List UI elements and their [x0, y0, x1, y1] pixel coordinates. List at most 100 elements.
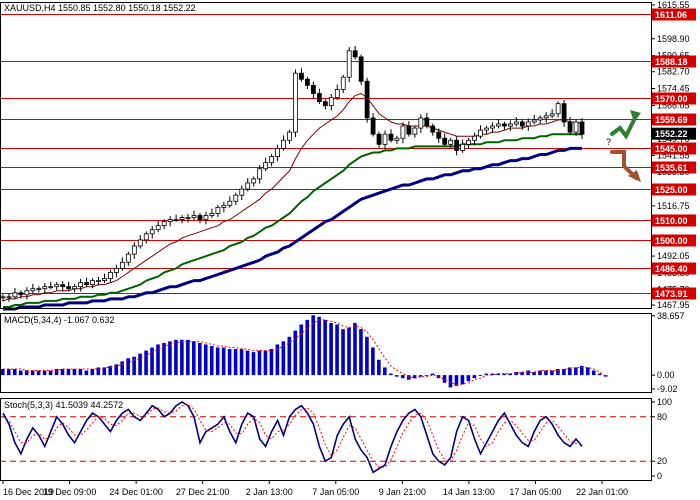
macd-bar: [287, 336, 292, 376]
candle-body: [352, 50, 358, 58]
y-tick-label: 1566.05: [657, 101, 690, 111]
candle-body: [197, 215, 203, 220]
candle-body: [281, 139, 286, 149]
candle-body: [30, 288, 36, 292]
macd-bar: [102, 367, 107, 376]
macd-bar: [532, 372, 536, 376]
macd-bar: [394, 375, 399, 377]
macd-bar: [84, 370, 89, 376]
candle-body: [466, 139, 471, 145]
candle-body: [209, 213, 215, 216]
bearish-arrow: [610, 150, 638, 180]
candle-body: [42, 286, 48, 290]
x-tick-label: 16 Dec 2019: [3, 487, 54, 497]
macd-bar: [311, 315, 315, 376]
moving-average-line: [2, 92, 583, 302]
x-tick-label: 24 Dec 01:00: [109, 487, 163, 497]
macd-bar: [209, 345, 214, 376]
y-tick-label: 1467.95: [657, 300, 690, 310]
stoch-y-axis: 100 80 20 0: [651, 397, 672, 481]
macd-bar: [544, 370, 548, 376]
macd-bar: [6, 368, 11, 376]
level-tag: [652, 183, 696, 196]
level-tag: [652, 234, 696, 247]
candle-body: [102, 278, 107, 281]
candle-body: [293, 72, 298, 133]
level-tag: [652, 161, 696, 174]
stoch-line: [2, 403, 582, 468]
macd-bar: [412, 375, 417, 379]
candle-body: [513, 121, 519, 125]
macd-bar: [490, 373, 495, 376]
price-series: [2, 92, 583, 311]
y-tick-label: 0.00: [657, 370, 675, 380]
macd-bar: [472, 375, 477, 379]
level-tag-label: 1559.69: [655, 115, 688, 125]
candle-body: [233, 194, 239, 202]
candle-body: [66, 286, 72, 290]
macd-bar: [1, 368, 5, 376]
macd-bar: [221, 347, 226, 376]
candle-body: [24, 290, 30, 296]
macd-bar: [371, 347, 375, 376]
candle-body: [119, 261, 125, 269]
y-tick-label: 100: [657, 397, 672, 407]
x-tick-label: 7 Jan 05:00: [312, 487, 359, 497]
level-tag: [652, 113, 696, 126]
candle-body: [263, 162, 269, 170]
candle-body: [245, 182, 251, 190]
macd-bar: [138, 353, 142, 376]
macd-bar: [388, 373, 393, 376]
candle-body: [418, 117, 424, 129]
macd-bar: [120, 361, 124, 376]
macd-bar: [603, 375, 608, 377]
candle-body: [442, 137, 448, 145]
macd-bar: [526, 370, 530, 376]
candle-body: [388, 133, 394, 141]
macd-bar: [460, 375, 465, 385]
macd-bar: [186, 339, 190, 376]
y-tick-label: 1598.90: [657, 34, 690, 44]
macd-bar: [317, 316, 321, 376]
macd-bar: [353, 322, 357, 376]
macd-bar: [562, 368, 566, 376]
y-tick-label: 1492.05: [657, 251, 690, 261]
panel-frames: [0, 2, 652, 481]
macd-bar: [591, 370, 596, 376]
candle-body: [567, 121, 573, 133]
candle-body: [299, 72, 304, 80]
y-tick-label: 1574.45: [657, 84, 690, 94]
candle-body: [370, 117, 376, 135]
candle-body: [543, 115, 549, 119]
candle-body: [36, 288, 42, 291]
macd-bar: [12, 368, 17, 376]
y-tick-label: 80: [657, 412, 667, 422]
candle-body: [579, 121, 585, 135]
macd-bar: [257, 350, 262, 376]
macd-signal: [3, 319, 607, 385]
macd-bar: [54, 368, 59, 376]
level-tag: [652, 142, 696, 155]
candle-body: [406, 125, 412, 135]
macd-bar: [359, 329, 363, 376]
level-tag: [652, 262, 696, 275]
candle-body: [185, 217, 191, 219]
macd-bar: [275, 344, 280, 376]
panel-frame: [0, 398, 652, 481]
macd-bar: [24, 370, 29, 376]
level-tag-label: 1611.06: [655, 10, 687, 20]
x-tick-label: 9 Jan 21:00: [379, 487, 426, 497]
macd-bar: [597, 373, 602, 376]
candle-body: [436, 131, 442, 139]
macd-y-axis: 38.657 0.00 -9.02: [651, 311, 685, 394]
candle-body: [561, 103, 567, 123]
candle-body: [78, 282, 83, 288]
macd-bar: [60, 368, 65, 376]
level-tag-label: 1525.00: [655, 185, 688, 195]
stoch-levels: [0, 416, 651, 462]
macd-bar: [365, 336, 369, 376]
bullish-arrow-head: [630, 110, 641, 122]
macd-bar: [66, 368, 71, 376]
level-tag-label: 1510.00: [655, 216, 688, 226]
